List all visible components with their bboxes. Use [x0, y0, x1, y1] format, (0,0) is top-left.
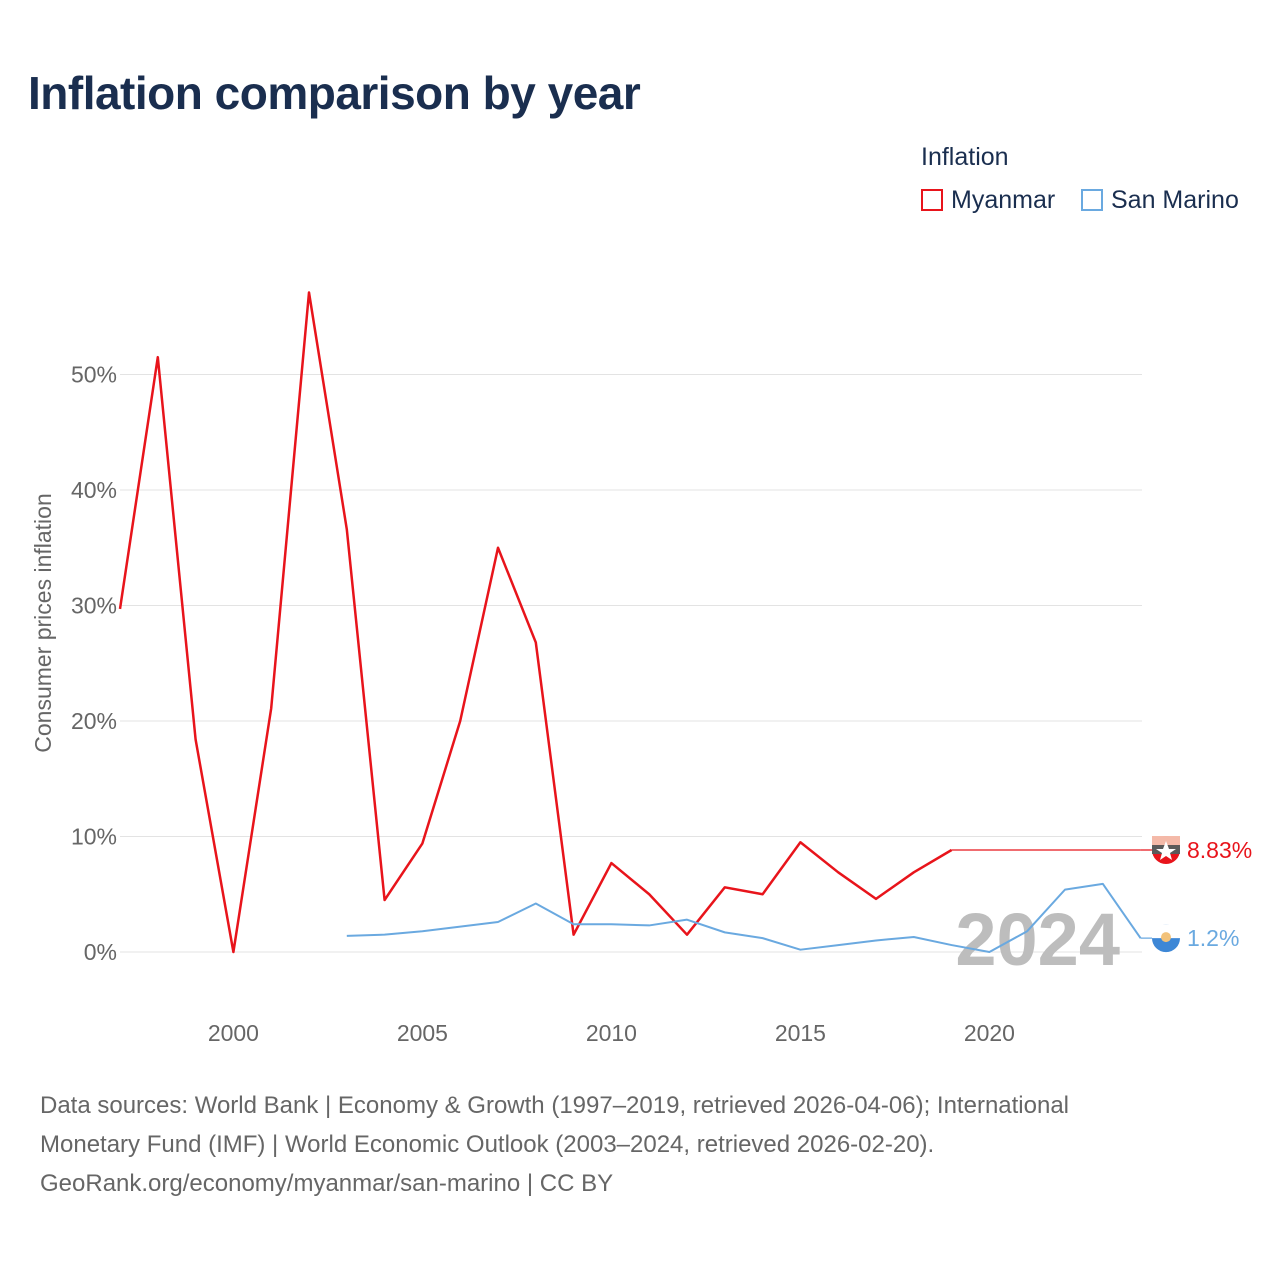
- x-axis-ticks: 2000 2005 2010 2015 2020: [208, 1020, 1015, 1046]
- legend-title: Inflation: [921, 143, 1009, 171]
- legend-label-myanmar: Myanmar: [951, 185, 1056, 214]
- series-line-san-marino[interactable]: [346, 882, 1142, 953]
- x-tick-label: 2015: [775, 1020, 826, 1046]
- line-chart: 0% 10% 20% 30% 40% 50% 2000 2005 2010 2015 2020 C…: [30, 291, 1252, 1046]
- footer-line-3[interactable]: GeoRank.org/economy/myanmar/san-marino |…: [40, 1170, 614, 1197]
- x-tick-label: 2000: [208, 1020, 259, 1046]
- y-tick-label: 10%: [71, 824, 117, 850]
- y-tick-label: 20%: [71, 708, 117, 734]
- x-tick-label: 2010: [586, 1020, 637, 1046]
- grid-lines: [120, 374, 1142, 953]
- legend-label-san-marino: San Marino: [1111, 185, 1239, 214]
- series-line-myanmar[interactable]: [118, 291, 953, 954]
- end-markers: 8.83% 1.2%: [1152, 836, 1252, 953]
- flag-band-top: [1152, 924, 1180, 939]
- end-value-label-myanmar: 8.83%: [1187, 837, 1252, 863]
- year-watermark: 2024: [955, 898, 1120, 981]
- y-tick-label: 50%: [71, 362, 117, 388]
- x-tick-label: 2005: [397, 1020, 448, 1046]
- footer-line-1: Data sources: World Bank | Economy & Gro…: [40, 1092, 1070, 1119]
- footer-sources: Data sources: World Bank | Economy & Gro…: [40, 1086, 1240, 1203]
- x-tick-label: 2020: [964, 1020, 1015, 1046]
- series-layer: [118, 291, 1166, 954]
- y-axis-ticks: 0% 10% 20% 30% 40% 50%: [71, 362, 117, 966]
- y-tick-label: 0%: [84, 939, 117, 965]
- legend-item-san-marino[interactable]: San Marino: [1081, 185, 1239, 215]
- legend-swatch-myanmar: [921, 189, 943, 211]
- y-tick-label: 30%: [71, 593, 117, 619]
- y-axis-label: Consumer prices inflation: [30, 493, 56, 753]
- flag-band-top: [1152, 836, 1180, 846]
- y-tick-label: 40%: [71, 477, 117, 503]
- legend-item-myanmar[interactable]: Myanmar: [921, 185, 1055, 215]
- end-value-label-san-marino: 1.2%: [1187, 925, 1239, 951]
- footer-line-2: Monetary Fund (IMF) | World Economic Out…: [40, 1131, 935, 1158]
- flag-emblem-icon: [1161, 932, 1171, 943]
- flag-star-icon: [1156, 841, 1176, 861]
- chart-title: Inflation comparison by year: [28, 67, 641, 119]
- legend-swatch-san-marino: [1081, 189, 1103, 211]
